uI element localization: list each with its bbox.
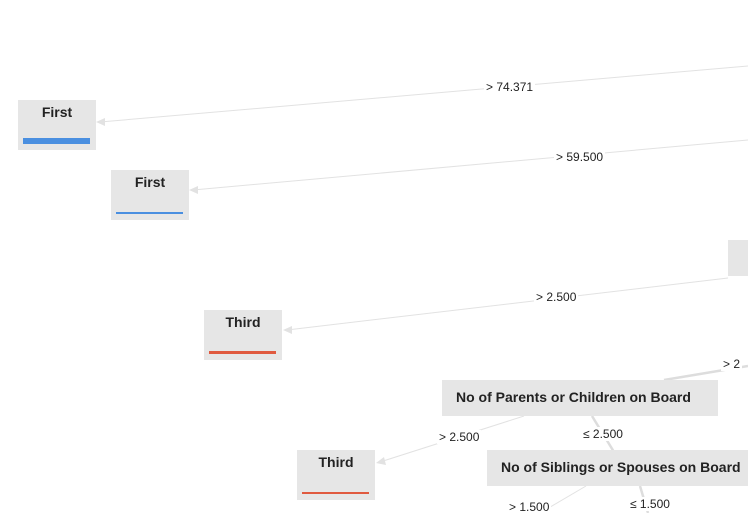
edge-arrow	[189, 186, 198, 194]
edge-arrow	[376, 457, 386, 465]
leaf-node-third: Third	[297, 450, 375, 500]
edge-label: > 1.500	[507, 500, 552, 514]
class-proportion-bar	[23, 138, 90, 144]
leaf-class-label: First	[134, 174, 166, 190]
edge-label: ≤ 2.500	[581, 427, 625, 441]
class-proportion-bar	[209, 351, 276, 354]
edge-to-leaf-first-1	[99, 65, 748, 123]
edge-to-leaf-first-2	[192, 139, 748, 191]
class-proportion-bar	[302, 492, 369, 494]
leaf-class-label: Third	[318, 454, 354, 470]
edge-label: > 2	[721, 357, 743, 371]
edge-arrow	[283, 326, 292, 334]
edge-label: > 59.500	[554, 150, 606, 164]
edge-label: > 74.371	[484, 80, 536, 94]
split-node-parents-children: No of Parents or Children on Board	[442, 380, 718, 416]
leaf-class-label: Third	[225, 314, 261, 330]
split-node-siblings-spouses: No of Siblings or Spouses on Board	[487, 450, 748, 486]
class-proportion-bar	[116, 212, 183, 214]
edge-label: > 2.500	[437, 430, 482, 444]
edge-label: ≤ 1.500	[628, 497, 672, 511]
leaf-node-first: First	[111, 170, 189, 220]
edge-to-leaf-third-1	[286, 277, 729, 331]
leaf-node-first: First	[18, 100, 96, 150]
edge-arrow	[96, 118, 105, 126]
offscreen-node-top	[728, 240, 748, 276]
leaf-class-label: First	[41, 104, 73, 120]
leaf-node-third: Third	[204, 310, 282, 360]
edge-label: > 2.500	[534, 290, 579, 304]
